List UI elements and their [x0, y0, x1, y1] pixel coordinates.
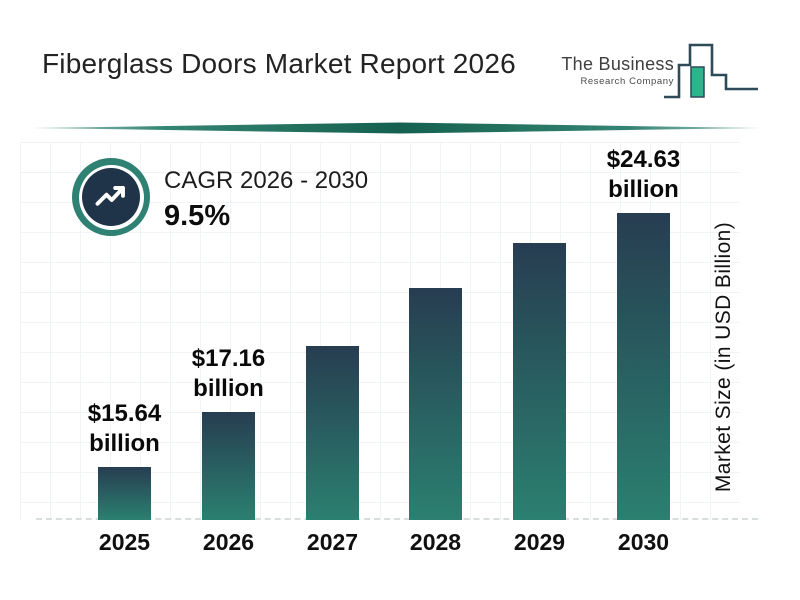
bar-2025: [98, 467, 151, 520]
x-tick-label: 2027: [306, 529, 359, 555]
x-tick-label: 2026: [202, 529, 255, 555]
cagr-badge: [72, 158, 150, 236]
cagr-badge-ring: [78, 164, 144, 230]
x-axis-baseline: [36, 518, 758, 520]
bar-2029: [513, 243, 566, 520]
x-tick-label: 2030: [617, 529, 670, 555]
cagr-label: CAGR 2026 - 2030: [164, 167, 369, 194]
bar-2030: [617, 213, 670, 520]
header-divider: [32, 122, 762, 134]
bar-value-label: $24.63 billion: [606, 146, 681, 203]
cagr-callout: CAGR 2026 - 2030 9.5%: [164, 167, 368, 233]
bar-value-label: $15.64 billion: [87, 400, 162, 457]
bar-2026: [202, 412, 255, 520]
page-title: Fiberglass Doors Market Report 2026: [42, 48, 516, 79]
company-name: The Business: [561, 54, 674, 74]
trending-up-icon: [82, 168, 140, 226]
y-axis-label: Market Size (in USD Billion): [712, 221, 735, 493]
company-logo-text: The Business Research Company: [556, 54, 674, 87]
bar-2028: [409, 288, 462, 520]
bar-2027: [306, 346, 359, 520]
bar-chart-skyline-icon: [662, 36, 762, 109]
x-tick-label: 2029: [513, 529, 566, 555]
cagr-value: 9.5%: [164, 200, 231, 232]
x-tick-label: 2028: [409, 529, 462, 555]
bar-value-label: $17.16 billion: [191, 345, 266, 402]
company-logo: The Business Research Company: [556, 28, 766, 110]
company-subname: Research Company: [580, 76, 674, 87]
x-tick-label: 2025: [98, 529, 151, 555]
